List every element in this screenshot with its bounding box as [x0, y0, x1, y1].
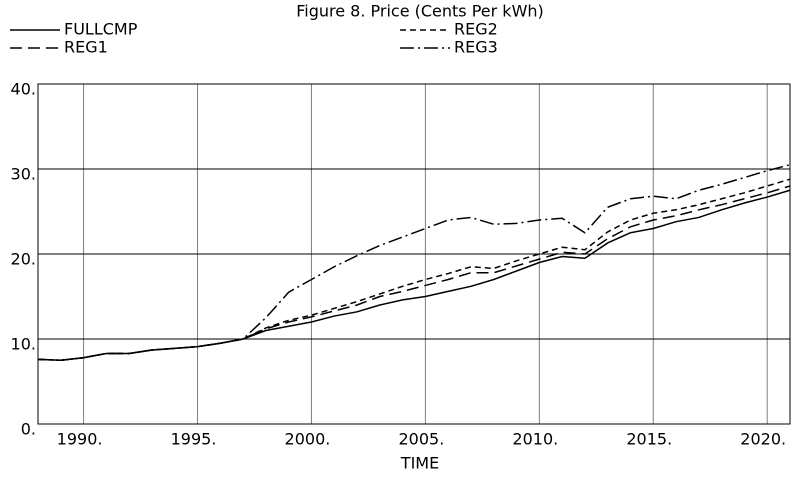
- x-axis-label: TIME: [400, 454, 439, 473]
- x-tick-label: 1995.: [171, 430, 217, 449]
- x-tick-label: 2010.: [512, 430, 558, 449]
- y-tick-label: 30.: [11, 165, 36, 184]
- y-tick-label: 0.: [21, 420, 36, 439]
- y-tick-label: 20.: [11, 250, 36, 269]
- series-line: [37, 189, 791, 362]
- series-line: [37, 185, 791, 362]
- x-tick-label: 2000.: [285, 430, 331, 449]
- series-line: [37, 164, 791, 362]
- x-tick-label: 2020.: [740, 430, 786, 449]
- legend-label: FULLCMP: [64, 20, 138, 39]
- y-tick-label: 40.: [11, 80, 36, 99]
- x-tick-label: 2005.: [398, 430, 444, 449]
- legend-label: REG1: [64, 38, 108, 57]
- legend-label: REG3: [454, 38, 498, 57]
- x-tick-label: 1990.: [57, 430, 103, 449]
- series-line: [37, 178, 791, 362]
- legend-label: REG2: [454, 20, 498, 39]
- x-tick-label: 2015.: [626, 430, 672, 449]
- chart-title: Figure 8. Price (Cents Per kWh): [296, 2, 544, 21]
- y-tick-label: 10.: [11, 335, 36, 354]
